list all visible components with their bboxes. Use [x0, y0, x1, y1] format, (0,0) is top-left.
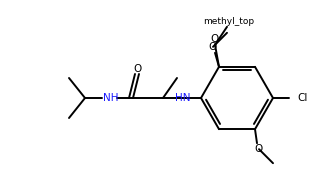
Text: methyl_top: methyl_top	[203, 17, 255, 26]
Text: NH: NH	[103, 93, 119, 103]
Text: Cl: Cl	[297, 93, 307, 103]
Text: O: O	[211, 34, 219, 44]
Text: O: O	[134, 64, 142, 74]
Text: O: O	[209, 42, 217, 52]
Text: HN: HN	[175, 93, 191, 103]
Text: O: O	[255, 144, 263, 154]
